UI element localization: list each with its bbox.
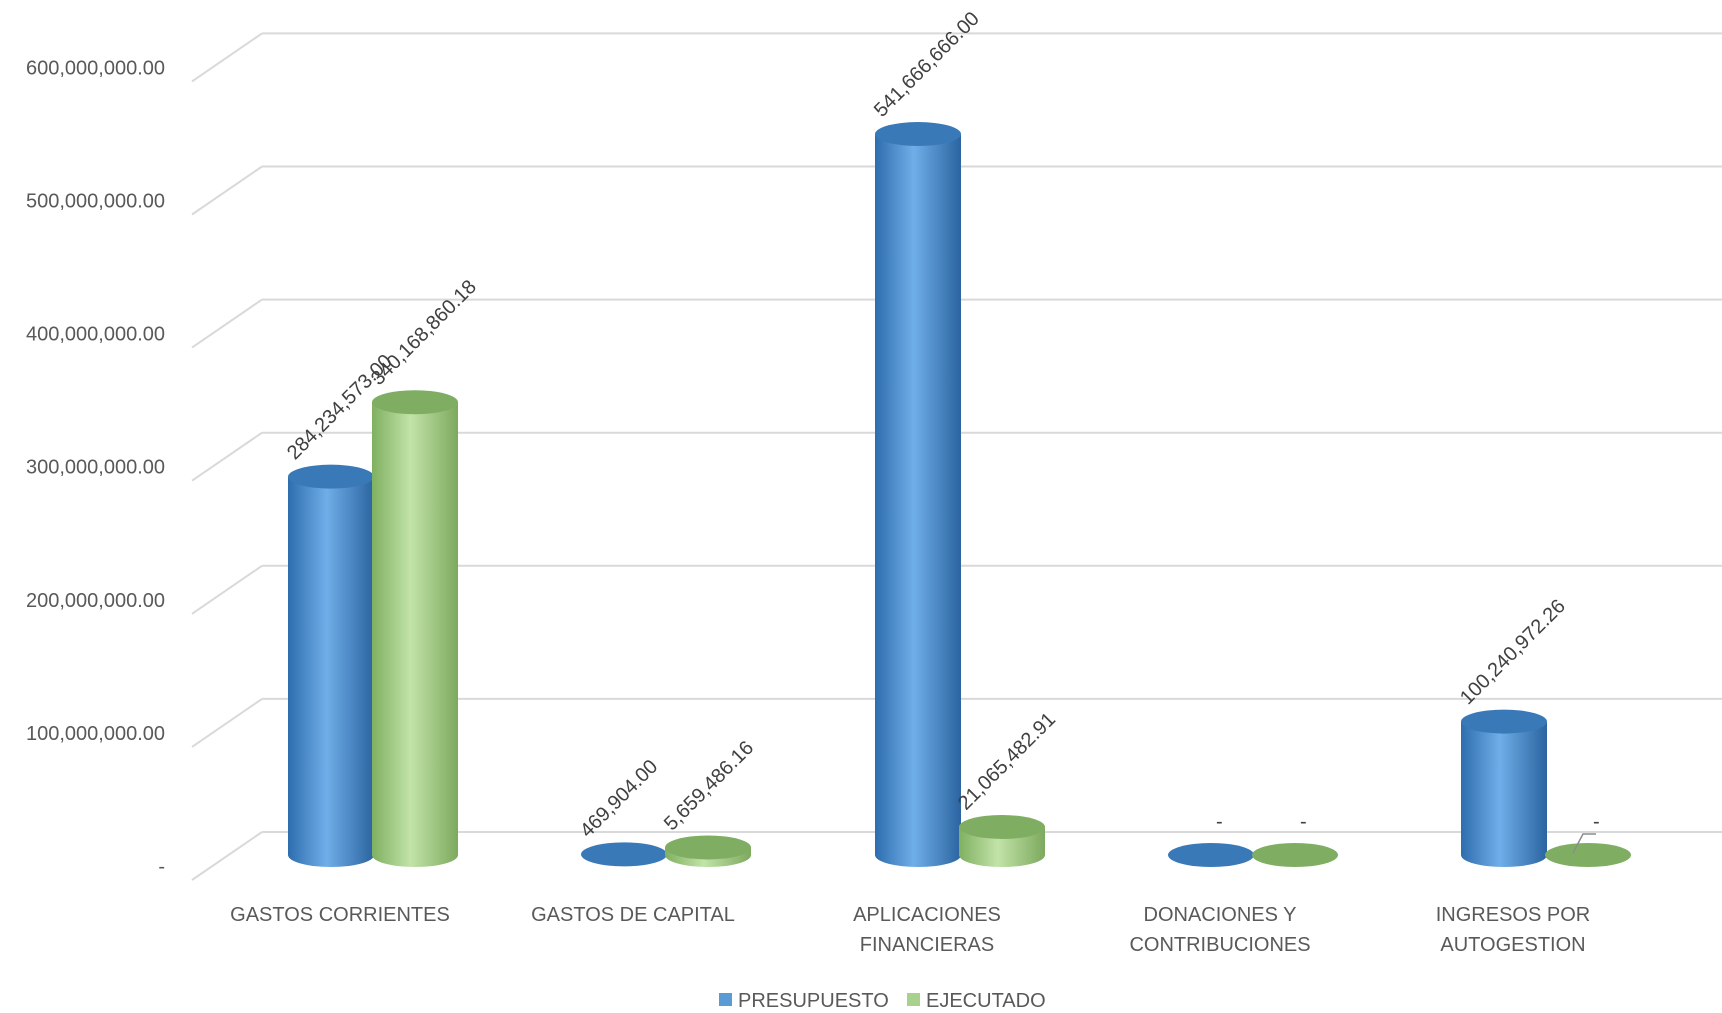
grid bbox=[191, 32, 1722, 881]
gridline-diagonal bbox=[191, 564, 263, 615]
bars bbox=[288, 122, 1631, 867]
bar-body bbox=[1461, 721, 1547, 867]
y-axis: - 100,000,000.00 200,000,000.00 300,000,000… bbox=[26, 57, 165, 878]
bar-top bbox=[288, 464, 374, 489]
bar-presupuesto bbox=[1168, 843, 1254, 867]
legend-item-ejecutado: EJECUTADO bbox=[907, 990, 1046, 1012]
gridline-diagonal bbox=[191, 831, 263, 881]
gridline-diagonal bbox=[191, 431, 263, 482]
y-tick-label: - bbox=[158, 856, 165, 878]
bar-top bbox=[581, 842, 667, 867]
data-label: 469,904.00 bbox=[576, 756, 662, 842]
x-category-label: DONACIONES Y CONTRIBUCIONES bbox=[1129, 904, 1310, 956]
bar-top bbox=[372, 390, 458, 415]
leader-line bbox=[1572, 833, 1596, 854]
bar-ejecutado bbox=[1545, 843, 1631, 867]
gridline-diagonal bbox=[191, 32, 263, 83]
legend-label: EJECUTADO bbox=[926, 990, 1046, 1012]
y-tick-label: 400,000,000.00 bbox=[26, 324, 165, 346]
x-category-label: APLICACIONES FINANCIERAS bbox=[853, 904, 1001, 956]
data-label: 5,659,486.16 bbox=[660, 737, 758, 835]
data-label: - bbox=[1216, 811, 1223, 833]
bar-top bbox=[875, 122, 961, 147]
x-category-label: GASTOS DE CAPITAL bbox=[531, 904, 735, 926]
gridline-diagonal bbox=[191, 298, 263, 349]
legend-item-presupuesto: PRESUPUESTO bbox=[719, 990, 889, 1012]
bar-body bbox=[372, 402, 458, 867]
y-tick-label: 100,000,000.00 bbox=[26, 723, 165, 745]
bar-top bbox=[1545, 843, 1631, 867]
bar-ejecutado bbox=[372, 390, 458, 867]
bar-ejecutado bbox=[1252, 843, 1338, 867]
bar-top bbox=[665, 835, 751, 860]
bar-presupuesto bbox=[875, 122, 961, 867]
bar-presupuesto bbox=[288, 464, 374, 867]
y-tick-label: 600,000,000.00 bbox=[26, 57, 165, 79]
bar-top bbox=[1252, 843, 1338, 867]
gridline-diagonal bbox=[191, 698, 263, 748]
legend-label: PRESUPUESTO bbox=[738, 990, 889, 1012]
bar-top bbox=[1168, 843, 1254, 867]
bar-body bbox=[288, 476, 374, 867]
data-label: 100,240,972.26 bbox=[1456, 595, 1570, 709]
bar-ejecutado bbox=[665, 835, 751, 867]
legend-swatch bbox=[907, 993, 920, 1006]
bar-top bbox=[1461, 709, 1547, 734]
y-tick-label: 200,000,000.00 bbox=[26, 590, 165, 612]
legend-swatch bbox=[719, 993, 732, 1006]
gridline-diagonal bbox=[191, 165, 263, 216]
data-label: - bbox=[1593, 811, 1600, 833]
data-label: 541,666,666.00 bbox=[870, 8, 984, 122]
bar-presupuesto bbox=[581, 842, 667, 867]
x-category-label: GASTOS CORRIENTES bbox=[230, 904, 450, 926]
bar-top bbox=[959, 814, 1045, 839]
bar-ejecutado bbox=[959, 814, 1045, 867]
legend: PRESUPUESTO EJECUTADO bbox=[719, 990, 1046, 1012]
y-tick-label: 300,000,000.00 bbox=[26, 457, 165, 479]
data-label: - bbox=[1300, 811, 1307, 833]
y-tick-label: 500,000,000.00 bbox=[26, 191, 165, 213]
data-label: 340,168,860.18 bbox=[367, 276, 481, 390]
data-label: 21,065,482.91 bbox=[954, 708, 1060, 814]
x-category-label: INGRESOS POR AUTOGESTION bbox=[1436, 904, 1590, 956]
x-axis: GASTOS CORRIENTES GASTOS DE CAPITAL APLICA… bbox=[230, 904, 1590, 956]
bar-body bbox=[875, 134, 961, 867]
bar-presupuesto bbox=[1461, 709, 1547, 867]
